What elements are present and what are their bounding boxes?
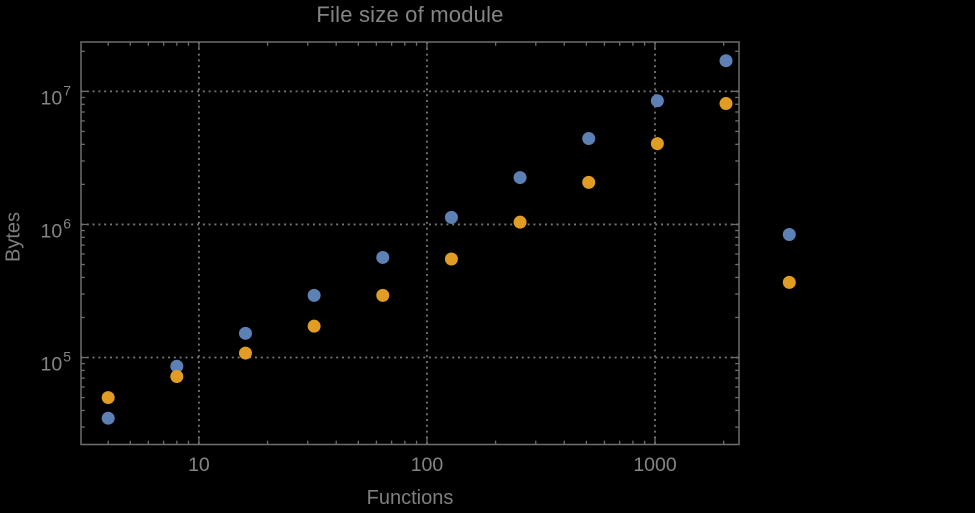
x-tick-label: 10	[188, 454, 210, 476]
data-point-blue	[238, 326, 252, 340]
data-point-orange	[650, 137, 664, 151]
data-point-orange	[307, 319, 321, 333]
y-tick-label: 107	[41, 82, 72, 109]
data-point-orange	[782, 275, 796, 289]
y-axis-label: Bytes	[2, 211, 25, 263]
y-tick-label: 106	[41, 215, 72, 242]
data-point-blue	[307, 288, 321, 302]
data-point-orange	[582, 175, 596, 189]
data-point-blue	[444, 210, 458, 224]
data-point-orange	[170, 370, 184, 384]
data-point-orange	[376, 288, 390, 302]
data-point-blue	[650, 94, 664, 108]
data-point-orange	[444, 252, 458, 266]
data-point-blue	[782, 228, 796, 242]
x-tick-label: 100	[411, 454, 444, 476]
data-point-orange	[101, 391, 115, 405]
plot-frame	[80, 41, 740, 446]
x-tick-label: 1000	[633, 454, 677, 476]
data-point-blue	[101, 411, 115, 425]
chart-title: File size of module	[316, 2, 504, 27]
data-point-blue	[719, 54, 733, 68]
data-point-blue	[582, 132, 596, 146]
data-point-orange	[238, 346, 252, 360]
data-point-orange	[513, 215, 527, 229]
y-tick-label: 105	[41, 349, 72, 376]
x-axis-label: Functions	[366, 487, 454, 509]
data-point-orange	[719, 97, 733, 111]
data-point-blue	[170, 359, 184, 373]
data-point-blue	[376, 250, 390, 264]
data-point-blue	[513, 171, 527, 185]
